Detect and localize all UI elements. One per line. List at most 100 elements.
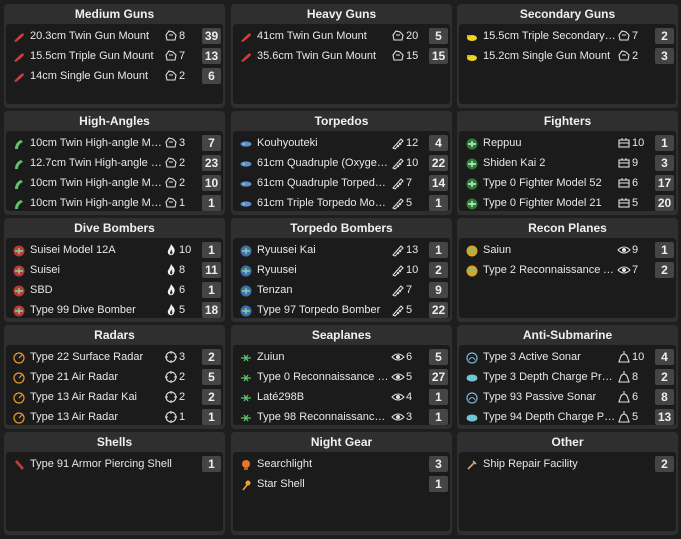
- armor-icon: [164, 29, 178, 43]
- panel-title: Other: [551, 435, 584, 449]
- equipment-row[interactable]: 20.3cm Twin Gun Mount 8 39: [6, 26, 223, 46]
- equipment-name: Type 22 Surface Radar: [30, 351, 144, 363]
- shell-icon: [13, 458, 25, 470]
- equipment-row[interactable]: 10cm Twin High-angle Mount 1 1: [6, 193, 223, 213]
- equipment-row[interactable]: Type 93 Passive Sonar 6 8: [459, 387, 676, 407]
- torpedo-stat-icon: [391, 283, 405, 297]
- equipment-row[interactable]: Type 0 Fighter Model 52 6 17: [459, 173, 676, 193]
- equipment-name: SBD: [30, 284, 53, 296]
- stat-value: 5: [632, 411, 639, 423]
- equipment-row[interactable]: SBD 6 1: [6, 280, 223, 300]
- equipment-name: 12.7cm Twin High-angle Mount: [30, 157, 163, 169]
- equipment-row[interactable]: 12.7cm Twin High-angle Mount 2 23: [6, 153, 223, 173]
- equipment-row[interactable]: 15.2cm Single Gun Mount 2 3: [459, 46, 676, 66]
- count-badge: 5: [202, 369, 221, 385]
- panel-title: Fighters: [543, 114, 592, 128]
- sonar-icon: [466, 391, 478, 404]
- equipment-row[interactable]: Type 98 Reconnaissance Seaplane 3 1: [233, 407, 450, 427]
- equipment-row[interactable]: 14cm Single Gun Mount 2 6: [6, 66, 223, 86]
- equipment-row[interactable]: Shiden Kai 2 9 3: [459, 153, 676, 173]
- green-gun-icon: [13, 137, 25, 149]
- equipment-name: Kouhyouteki: [257, 137, 318, 149]
- armor-icon: [164, 196, 178, 210]
- count-badge: 1: [429, 242, 448, 258]
- los-eye-icon: [617, 263, 631, 277]
- panel-medium-guns: Medium Guns 20.3cm Twin Gun Mount 8 39 15.5c…: [4, 4, 225, 108]
- equipment-row[interactable]: 41cm Twin Gun Mount 20 5: [233, 26, 450, 46]
- equipment-row[interactable]: Tenzan 7 9: [233, 280, 450, 300]
- equipment-row[interactable]: Type 91 Armor Piercing Shell 1: [6, 454, 223, 474]
- equipment-row[interactable]: Type 0 Fighter Model 21 5 20: [459, 193, 676, 213]
- equipment-row[interactable]: Suisei 8 11: [6, 260, 223, 280]
- stat-value: 3: [179, 351, 186, 363]
- equipment-row[interactable]: Ryuusei Kai 13 1: [233, 240, 450, 260]
- count-badge: 11: [202, 262, 221, 278]
- equipment-row[interactable]: Suisei Model 12A 10 1: [6, 240, 223, 260]
- equipment-name: Type 2 Reconnaissance Aircraft: [483, 264, 616, 276]
- equipment-row[interactable]: 61cm Quadruple (Oxygen) Torpedo Mount 10 2…: [233, 153, 450, 173]
- equipment-row[interactable]: Type 0 Reconnaissance Seaplane 5 27: [233, 367, 450, 387]
- equipment-row[interactable]: Ship Repair Facility 2: [459, 454, 676, 474]
- equipment-row[interactable]: 15.5cm Triple Secondary Gun Mount 7 2: [459, 26, 676, 46]
- stat-value: 2: [179, 371, 186, 383]
- stat-value: 6: [632, 391, 639, 403]
- star-shell-icon: [240, 478, 252, 491]
- stat-value: 1: [179, 411, 186, 423]
- equipment-row[interactable]: 61cm Triple Torpedo Mount 5 1: [233, 193, 450, 213]
- equipment-row[interactable]: Star Shell 1: [233, 474, 450, 494]
- count-badge: 9: [429, 282, 448, 298]
- asw-icon: [617, 350, 631, 364]
- equipment-row[interactable]: 10cm Twin High-angle Mount 3 7: [6, 133, 223, 153]
- equipment-row[interactable]: Type 3 Active Sonar 10 4: [459, 347, 676, 367]
- equipment-row[interactable]: Type 13 Air Radar 1 1: [6, 407, 223, 427]
- count-badge: 1: [429, 195, 448, 211]
- equipment-row[interactable]: Type 22 Surface Radar 3 2: [6, 347, 223, 367]
- equipment-name: Type 0 Fighter Model 52: [483, 177, 602, 189]
- stat-value: 2: [179, 391, 186, 403]
- equipment-name: 10cm Twin High-angle Mount: [30, 197, 163, 209]
- count-badge: 23: [202, 155, 221, 171]
- stat-value: 5: [406, 371, 413, 383]
- equipment-row[interactable]: Laté298B 4 1: [233, 387, 450, 407]
- equipment-row[interactable]: Type 97 Torpedo Bomber 5 22: [233, 300, 450, 320]
- torpedo-bomber-icon: [240, 264, 252, 277]
- stat-value: 20: [406, 30, 419, 42]
- torpedo-icon: [240, 197, 252, 209]
- equipment-list: 15.5cm Triple Secondary Gun Mount7215.2c…: [459, 24, 676, 104]
- equipment-name: 61cm Quadruple (Oxygen) Torpedo Mount: [257, 157, 390, 169]
- red-gun-icon: [240, 50, 252, 62]
- equipment-row[interactable]: 61cm Quadruple Torpedo Mount 7 14: [233, 173, 450, 193]
- equipment-row[interactable]: 35.6cm Twin Gun Mount 15 15: [233, 46, 450, 66]
- stat-value: 9: [632, 244, 639, 256]
- equipment-row[interactable]: Zuiun 6 5: [233, 347, 450, 367]
- count-badge: 22: [429, 155, 448, 171]
- los-eye-icon: [391, 350, 405, 364]
- equipment-row[interactable]: Type 2 Reconnaissance Aircraft 7 2: [459, 260, 676, 280]
- equipment-list: Searchlight 3 Star Shell 1: [233, 452, 450, 531]
- equipment-row[interactable]: Type 3 Depth Charge Projector 8 2: [459, 367, 676, 387]
- count-badge: 1: [655, 135, 674, 151]
- equipment-row[interactable]: Saiun 9 1: [459, 240, 676, 260]
- equipment-row[interactable]: 10cm Twin High-angle Mount 2 10: [6, 173, 223, 193]
- count-badge: 1: [202, 282, 221, 298]
- equipment-row[interactable]: Type 21 Air Radar 2 5: [6, 367, 223, 387]
- equipment-row[interactable]: Type 94 Depth Charge Projector 5 13: [459, 407, 676, 427]
- equipment-row[interactable]: Type 13 Air Radar Kai 2 2: [6, 387, 223, 407]
- equipment-row[interactable]: Reppuu 10 1: [459, 133, 676, 153]
- equipment-name: Type 21 Air Radar: [30, 371, 119, 383]
- panel-title: Dive Bombers: [74, 221, 155, 235]
- count-badge: 18: [202, 302, 221, 318]
- equipment-name: Suisei Model 12A: [30, 244, 116, 256]
- anti-air-icon: [617, 176, 631, 190]
- equipment-row[interactable]: Ryuusei 10 2: [233, 260, 450, 280]
- equipment-row[interactable]: Type 99 Dive Bomber 5 18: [6, 300, 223, 320]
- equipment-row[interactable]: Searchlight 3: [233, 454, 450, 474]
- panel-title: Seaplanes: [311, 328, 372, 342]
- count-badge: 3: [429, 456, 448, 472]
- equipment-row[interactable]: Kouhyouteki 12 4: [233, 133, 450, 153]
- equipment-name: Type 3 Active Sonar: [483, 351, 581, 363]
- equipment-row[interactable]: 15.5cm Triple Gun Mount 7 13: [6, 46, 223, 66]
- count-badge: 1: [202, 409, 221, 425]
- stat-value: 2: [179, 177, 186, 189]
- stat-value: 10: [406, 264, 419, 276]
